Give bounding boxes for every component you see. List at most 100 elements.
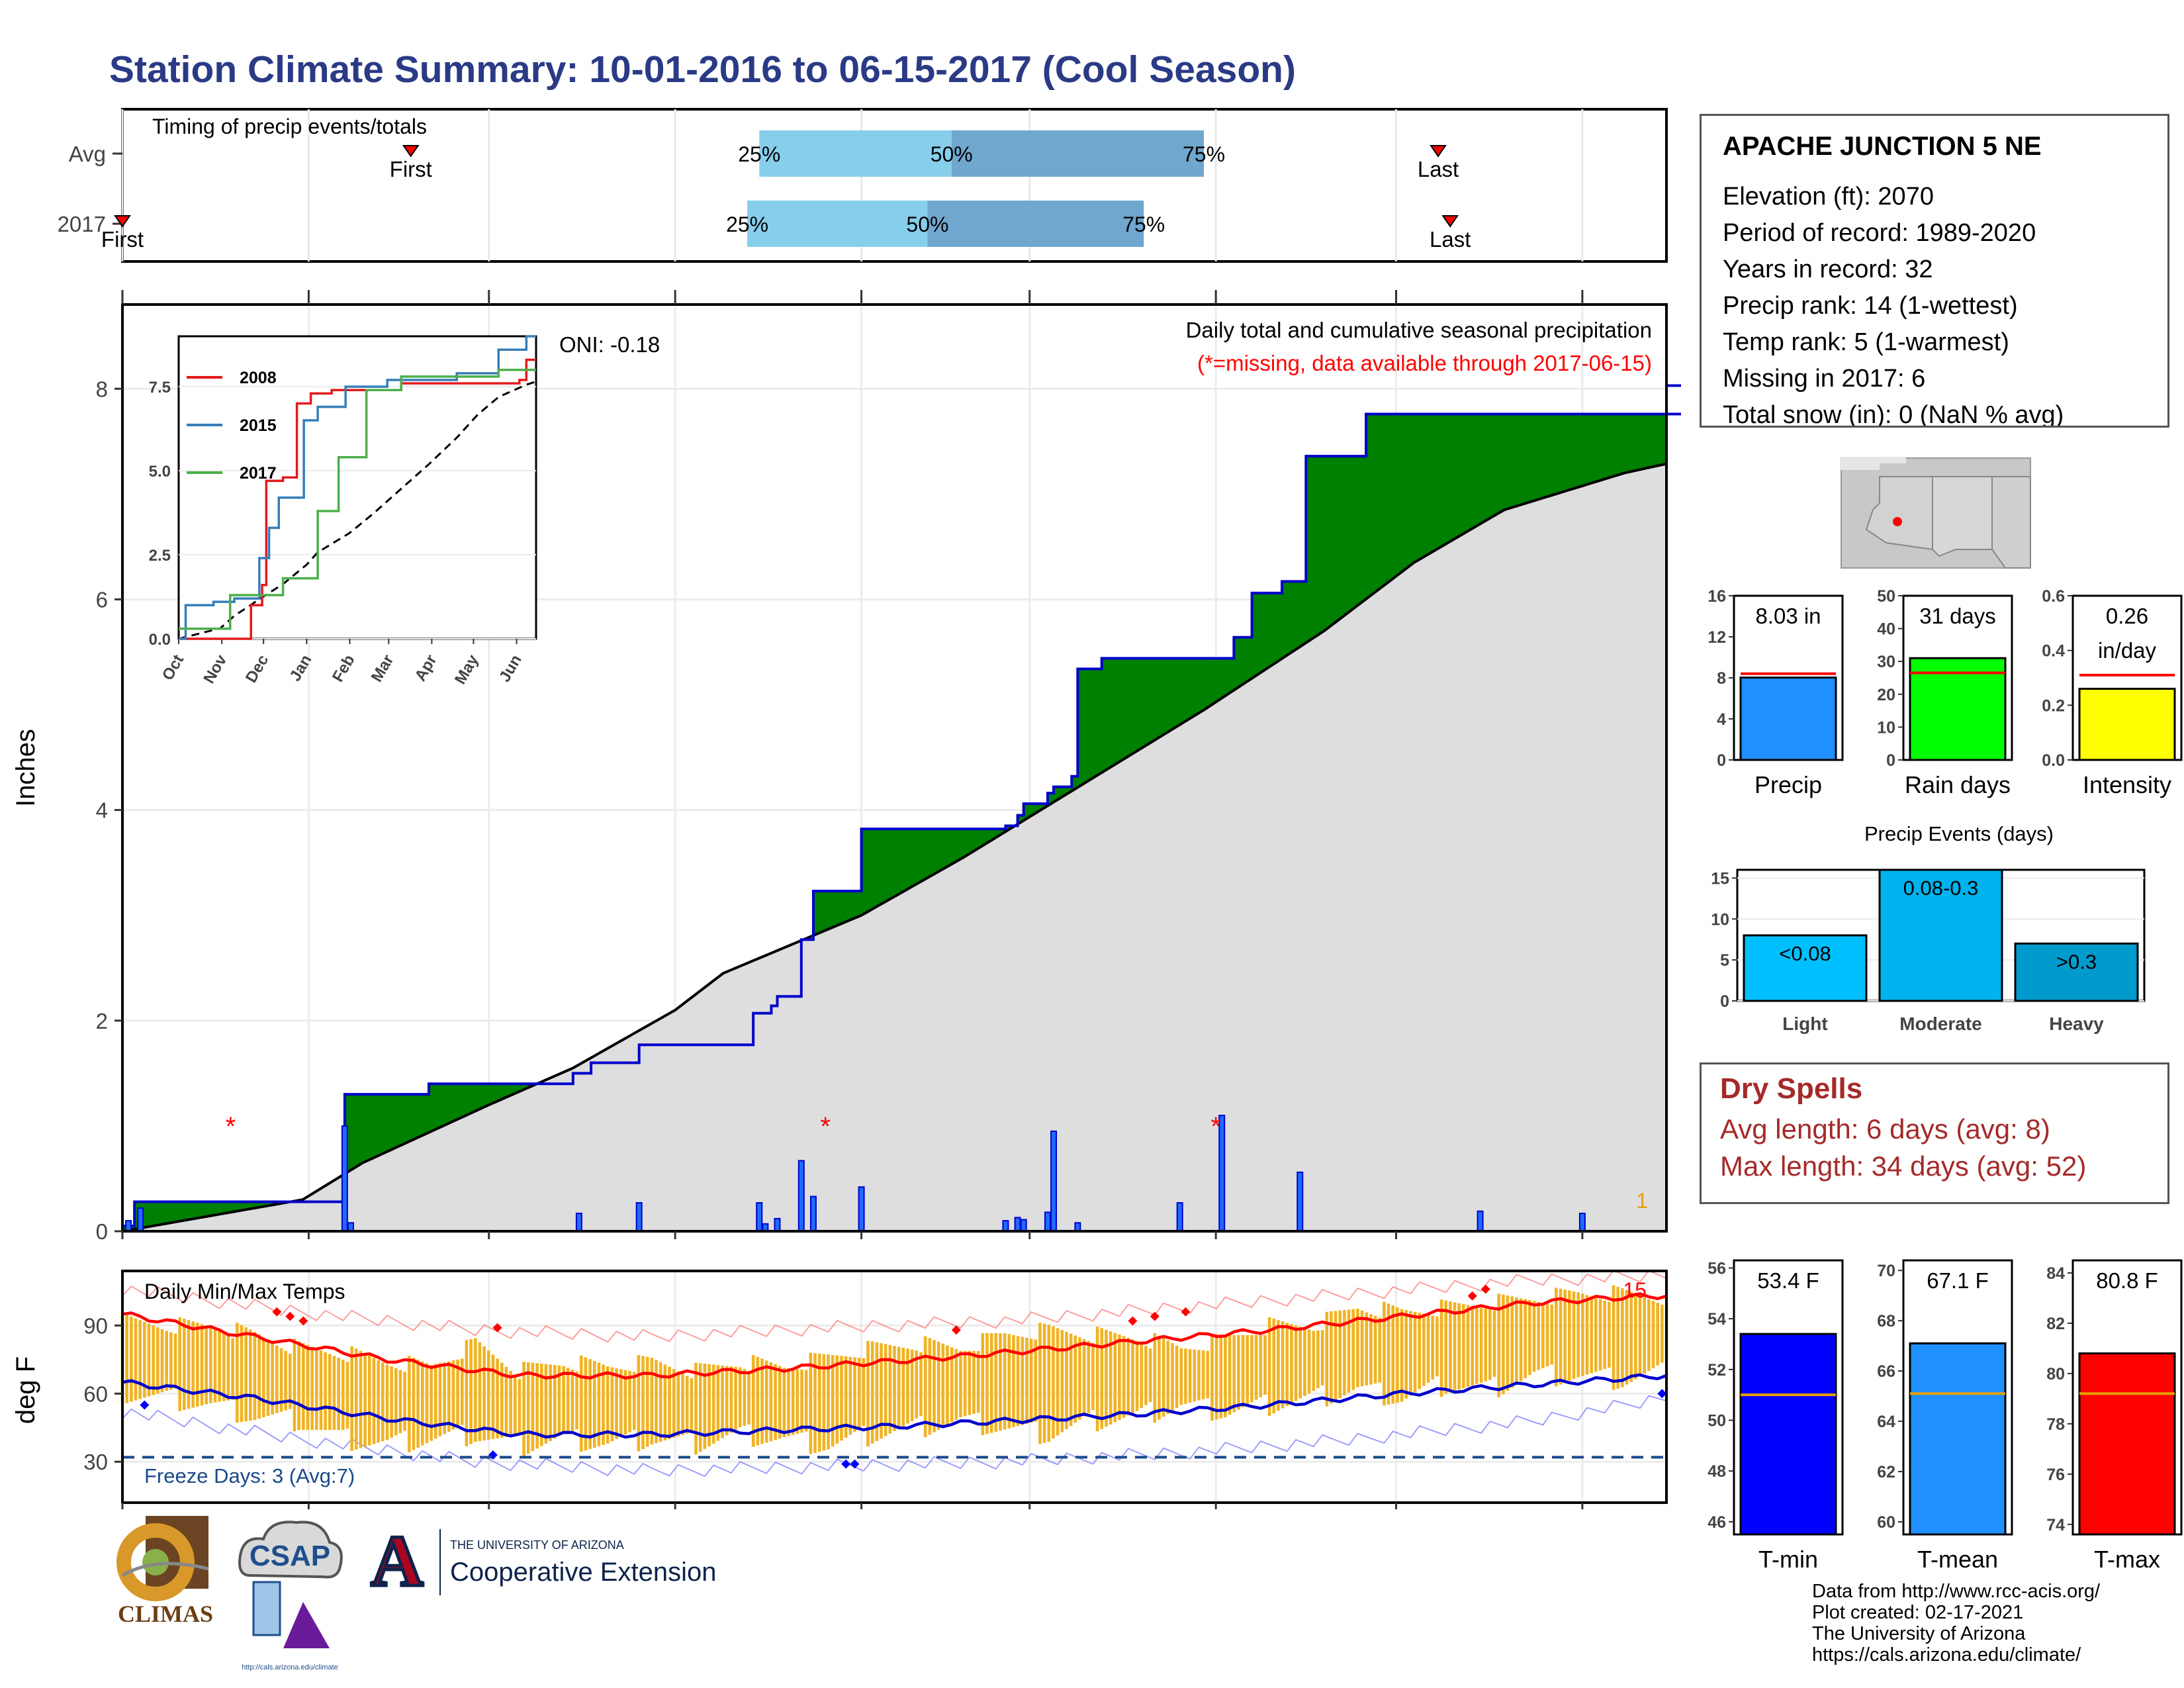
- station-name: APACHE JUNCTION 5 NE: [1723, 132, 2042, 161]
- wet-anomaly-fill: [945, 829, 952, 868]
- daily-temp-bar: [570, 1369, 574, 1431]
- daily-temp-bar: [306, 1344, 310, 1430]
- daily-temp-bar: [923, 1336, 927, 1438]
- inset-series-line-2017: [179, 369, 536, 630]
- wet-anomaly-fill: [1017, 815, 1024, 825]
- daily-temp-bar: [173, 1333, 177, 1389]
- wet-anomaly-fill: [1510, 414, 1517, 508]
- mini-ytick-label: 52: [1707, 1361, 1726, 1380]
- wet-anomaly-fill: [1516, 414, 1523, 506]
- daily-temp-bar: [1003, 1333, 1007, 1430]
- daily-temp-bar: [615, 1368, 618, 1439]
- daily-precip-bar: [809, 1196, 817, 1232]
- mini-ytick-label: 60: [1877, 1513, 1895, 1532]
- wet-anomaly-fill: [188, 1201, 195, 1220]
- timing-last-marker: [1441, 215, 1459, 228]
- daily-temp-bar: [1532, 1301, 1536, 1372]
- daily-temp-bar: [1056, 1328, 1060, 1436]
- timing-pct-label: 50%: [906, 212, 948, 236]
- daily-temp-bar: [1126, 1337, 1130, 1416]
- daily-temp-bar: [813, 1353, 817, 1453]
- wet-anomaly-fill: [1071, 776, 1078, 791]
- daily-temp-bar: [478, 1342, 482, 1442]
- wet-anomaly-fill: [1378, 414, 1385, 590]
- daily-temp-bar: [1237, 1335, 1240, 1410]
- daily-temp-bar: [209, 1327, 212, 1403]
- precip-events-chart: Precip Events (days) 0 5 10 15 <0.08 Light 0.08…: [1711, 822, 2146, 1034]
- wet-anomaly-fill: [506, 1084, 514, 1098]
- wet-anomaly-fill: [164, 1201, 171, 1224]
- wet-anomaly-fill: [855, 891, 862, 918]
- daily-temp-bar: [628, 1370, 631, 1432]
- wet-anomaly-fill: [1191, 658, 1199, 718]
- timing-last-marker: [1430, 145, 1447, 158]
- daily-temp-bar: [522, 1362, 525, 1456]
- daily-temp-bar: [1373, 1315, 1377, 1384]
- daily-temp-bar: [1232, 1335, 1236, 1413]
- daily-temp-bar: [1585, 1295, 1589, 1375]
- daily-temp-bar: [584, 1357, 588, 1451]
- wet-anomaly-fill: [1420, 414, 1427, 559]
- daily-temp-bar: [509, 1370, 512, 1436]
- station-snow: Total snow (in): 0 (NaN % avg): [1723, 401, 2064, 428]
- climas-logo-center: [142, 1549, 169, 1575]
- daily-precip-bar: [575, 1212, 582, 1233]
- mini-ytick-label: 80: [2046, 1365, 2065, 1383]
- events-ytick-label: 15: [1711, 869, 1729, 888]
- daily-temp-bar: [606, 1366, 610, 1444]
- daily-temp-bar: [205, 1325, 208, 1405]
- mini-ytick-label: 48: [1707, 1462, 1726, 1481]
- climas-logo-text: CLIMAS: [118, 1601, 213, 1627]
- daily-temp-bar: [1383, 1301, 1386, 1406]
- daily-temp-bar: [1457, 1303, 1461, 1390]
- daily-precip-bar: [1578, 1212, 1586, 1233]
- daily-temp-bar: [645, 1356, 649, 1447]
- season-temp-bars: 46 48 50 52 54 56 53.4 F T-min 60 62 64 66 68 70 67.1 …: [1707, 1259, 2183, 1573]
- daily-temp-bar: [1197, 1350, 1201, 1401]
- daily-temp-bar: [655, 1360, 658, 1444]
- record-high-marker: [1150, 1311, 1160, 1321]
- daily-temp-bar: [1541, 1303, 1545, 1368]
- timing-first-label: First: [390, 157, 432, 181]
- station-missing: Missing in 2017: 6: [1723, 365, 1926, 393]
- daily-temp-bar: [1113, 1333, 1117, 1423]
- daily-temp-bar: [531, 1362, 535, 1452]
- daily-temp-bar: [650, 1358, 654, 1445]
- csap-logo: CSAP http://cals.arizona.edu/climate: [238, 1521, 343, 1671]
- timing-pct-label: 75%: [1122, 212, 1165, 236]
- daily-temp-bar: [504, 1366, 508, 1437]
- daily-temp-bar: [1550, 1304, 1553, 1365]
- wet-anomaly-fill: [885, 829, 892, 902]
- wet-anomaly-fill: [1288, 581, 1295, 655]
- wet-anomaly-fill: [242, 1201, 250, 1211]
- daily-temp-bar: [1590, 1296, 1593, 1374]
- wet-anomaly-fill: [1083, 669, 1091, 784]
- daily-temp-bar: [1515, 1297, 1518, 1385]
- wet-anomaly-fill: [903, 829, 910, 892]
- wet-anomaly-fill: [387, 1094, 394, 1152]
- daily-temp-bar: [910, 1349, 914, 1421]
- daily-precip-bar: [635, 1202, 643, 1232]
- map-texas: [1991, 476, 2031, 569]
- daily-temp-bar: [681, 1374, 684, 1435]
- daily-temp-bar: [1320, 1330, 1324, 1385]
- record-low-marker: [850, 1459, 860, 1469]
- daily-temp-bar: [1537, 1301, 1540, 1370]
- daily-temp-bar: [1413, 1311, 1417, 1393]
- ua-logo-letter: A: [371, 1523, 423, 1601]
- mini-bar-intensity: [2078, 688, 2176, 761]
- daily-temp-bar: [425, 1363, 429, 1444]
- daily-temp-bar: [1025, 1337, 1028, 1424]
- mini-ytick-label: 50: [1707, 1412, 1726, 1430]
- inset-legend-label-2017: 2017: [240, 464, 277, 483]
- wet-anomaly-fill: [1576, 414, 1583, 488]
- daily-precip-bar: [1020, 1219, 1027, 1232]
- daily-temp-bar: [950, 1347, 954, 1423]
- daily-temp-bar: [1555, 1288, 1558, 1387]
- daily-temp-bar: [1616, 1287, 1619, 1389]
- daily-temp-bar: [262, 1337, 265, 1417]
- temps-ytick-label: 30: [83, 1450, 108, 1474]
- daily-temp-bar: [244, 1327, 248, 1422]
- wet-anomaly-fill: [1564, 414, 1571, 492]
- daily-temp-bar: [870, 1341, 874, 1444]
